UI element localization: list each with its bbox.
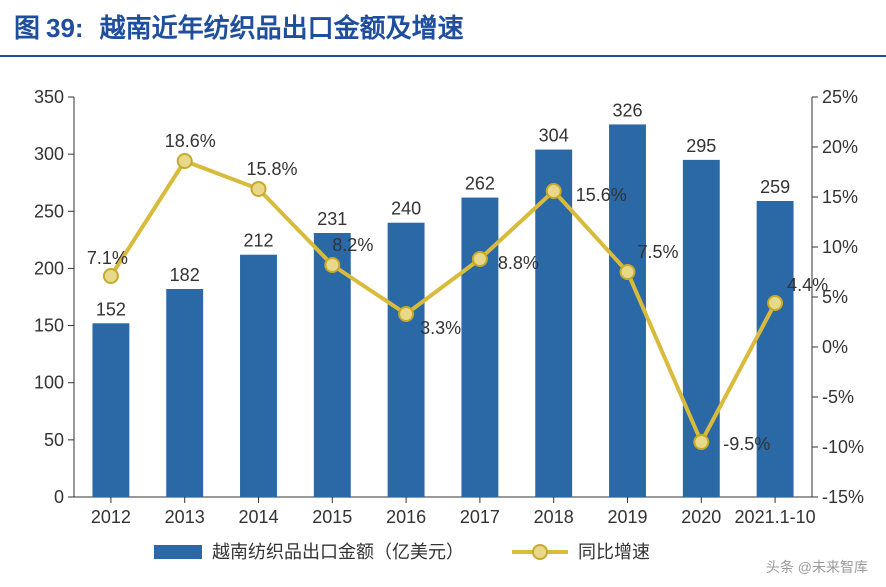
bar-value-label: 304	[539, 126, 569, 146]
legend-line-marker	[533, 545, 547, 559]
figure-title-bar: 图 39: 越南近年纺织品出口金额及增速	[0, 0, 886, 57]
y-left-tick: 100	[34, 373, 64, 393]
y-left-tick: 350	[34, 87, 64, 107]
line-marker	[104, 269, 118, 283]
line-value-label: 4.4%	[787, 275, 828, 295]
bar	[609, 124, 646, 497]
y-right-tick: 15%	[822, 187, 858, 207]
line-marker	[621, 265, 635, 279]
line-value-label: 3.3%	[420, 318, 461, 338]
figure-number: 39:	[46, 13, 84, 44]
y-right-tick: 25%	[822, 87, 858, 107]
chart-area: 050100150200250300350-15%-10%-5%0%5%10%1…	[0, 57, 886, 587]
x-category: 2018	[534, 507, 574, 527]
y-left-tick: 0	[54, 487, 64, 507]
x-category: 2012	[91, 507, 131, 527]
y-left-tick: 250	[34, 201, 64, 221]
bar-value-label: 212	[243, 231, 273, 251]
bar	[461, 198, 498, 497]
bar-value-label: 259	[760, 177, 790, 197]
x-category: 2019	[607, 507, 647, 527]
y-left-tick: 200	[34, 258, 64, 278]
line-marker	[547, 184, 561, 198]
line-value-label: 8.2%	[332, 235, 373, 255]
y-right-tick: -5%	[822, 387, 854, 407]
line-marker	[473, 252, 487, 266]
x-category: 2020	[681, 507, 721, 527]
figure-prefix: 图	[14, 8, 40, 45]
y-left-tick: 300	[34, 144, 64, 164]
y-left-tick: 50	[44, 430, 64, 450]
growth-line	[111, 161, 775, 442]
line-value-label: 15.8%	[247, 159, 298, 179]
bar	[166, 289, 203, 497]
bar	[388, 223, 425, 497]
y-right-tick: -10%	[822, 437, 864, 457]
bar-value-label: 231	[317, 209, 347, 229]
line-marker	[178, 154, 192, 168]
x-category: 2013	[165, 507, 205, 527]
x-category: 2017	[460, 507, 500, 527]
watermark: 头条 @未来智库	[766, 557, 868, 577]
bar-value-label: 295	[686, 136, 716, 156]
bar-value-label: 262	[465, 174, 495, 194]
line-marker	[768, 296, 782, 310]
bar-value-label: 152	[96, 299, 126, 319]
line-marker	[325, 258, 339, 272]
bar	[92, 323, 129, 497]
y-left-tick: 150	[34, 316, 64, 336]
line-value-label: 8.8%	[498, 253, 539, 273]
legend-line-label: 同比增速	[578, 542, 650, 562]
line-marker	[252, 182, 266, 196]
line-value-label: -9.5%	[723, 434, 770, 454]
x-category: 2016	[386, 507, 426, 527]
bar	[240, 255, 277, 497]
line-value-label: 18.6%	[165, 131, 216, 151]
line-marker	[399, 307, 413, 321]
bar-value-label: 240	[391, 199, 421, 219]
bar-value-label: 326	[612, 100, 642, 120]
y-right-tick: 20%	[822, 137, 858, 157]
chart-svg: 050100150200250300350-15%-10%-5%0%5%10%1…	[0, 57, 886, 587]
y-right-tick: 0%	[822, 337, 848, 357]
x-category: 2014	[238, 507, 278, 527]
x-category: 2015	[312, 507, 352, 527]
legend-bar-label: 越南纺织品出口金额（亿美元）	[212, 542, 464, 562]
line-value-label: 7.1%	[87, 248, 128, 268]
figure-title: 越南近年纺织品出口金额及增速	[100, 8, 464, 45]
y-right-tick: 10%	[822, 237, 858, 257]
line-value-label: 7.5%	[638, 242, 679, 262]
line-value-label: 15.6%	[576, 185, 627, 205]
x-category: 2021.1-10	[735, 507, 816, 527]
legend-bar-swatch	[154, 545, 202, 559]
bar-value-label: 182	[170, 265, 200, 285]
y-right-tick: -15%	[822, 487, 864, 507]
line-marker	[694, 435, 708, 449]
